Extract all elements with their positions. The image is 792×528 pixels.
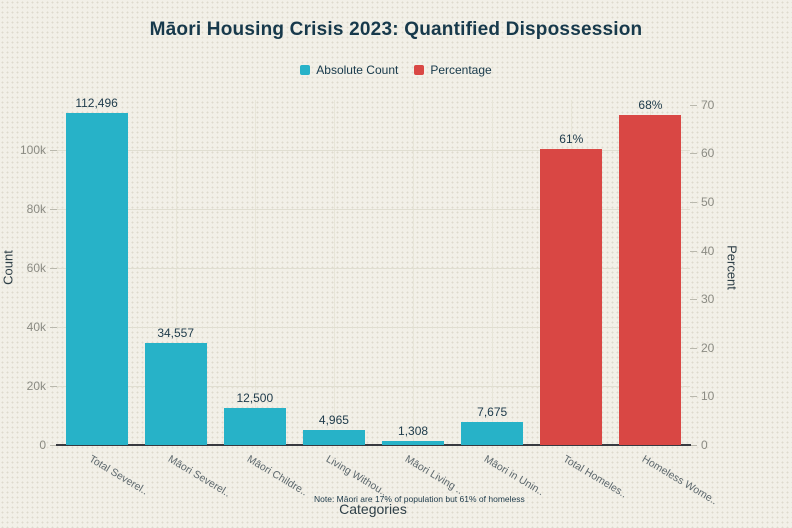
bar	[302, 430, 365, 445]
bar	[619, 114, 682, 445]
bar-value-label: 4,965	[318, 413, 349, 428]
legend-item: Percentage	[414, 63, 492, 77]
right-axis-tick	[690, 153, 697, 155]
right-axis-tick-label: 50	[701, 195, 715, 210]
right-axis-tick	[690, 445, 697, 446]
bar-value-label: 61%	[559, 131, 584, 146]
left-axis-tick	[50, 268, 57, 270]
bar-value-label: 1,308	[398, 424, 429, 439]
x-category-label: Total Homeles..	[561, 453, 630, 501]
legend: Absolute Count Percentage	[0, 63, 792, 77]
legend-label: Absolute Count	[316, 63, 399, 77]
left-axis-tick	[50, 150, 57, 152]
horizontal-gridline	[57, 386, 690, 388]
bar	[223, 408, 286, 445]
horizontal-gridline	[57, 150, 690, 152]
left-axis-tick-label: 20k	[26, 379, 46, 394]
x-category-label: Māori Living ..	[402, 453, 466, 497]
legend-swatch-icon	[300, 65, 311, 75]
x-axis-line	[56, 444, 691, 446]
right-axis-tick-label: 0	[701, 438, 708, 452]
left-axis-tick-label: 40k	[26, 320, 46, 335]
horizontal-gridline	[57, 209, 690, 211]
left-axis-tick	[50, 327, 57, 329]
bar	[65, 113, 128, 445]
chart-note: Note: Māori are 17% of population but 61…	[314, 494, 525, 504]
vertical-gridline	[413, 100, 415, 445]
vertical-gridline	[254, 100, 256, 445]
right-axis-tick	[690, 347, 697, 349]
right-axis-tick-label: 10	[701, 389, 715, 404]
left-axis-tick-label: 60k	[26, 261, 46, 276]
bar	[540, 148, 603, 445]
vertical-gridline	[492, 100, 494, 445]
right-axis-tick-label: 70	[701, 97, 715, 112]
x-category-label: Homeless Wome..	[640, 453, 720, 508]
horizontal-gridline	[57, 327, 690, 329]
right-axis-tick-label: 30	[701, 292, 715, 307]
left-axis-tick-label: 0	[39, 438, 46, 452]
bar	[461, 422, 524, 445]
bar-value-label: 12,500	[236, 391, 274, 406]
right-axis-tick	[690, 250, 697, 252]
left-axis-tick	[50, 445, 57, 446]
x-axis-label: Categories	[339, 501, 407, 517]
left-axis-tick-label: 80k	[26, 202, 46, 217]
x-category-label: Māori Childre..	[244, 453, 310, 499]
x-category-label: Total Severel..	[86, 453, 150, 498]
right-axis-tick	[690, 396, 697, 398]
right-axis-tick-label: 20	[701, 340, 715, 355]
bar	[382, 441, 445, 445]
left-axis-tick	[50, 209, 57, 211]
right-axis-tick	[690, 202, 697, 204]
legend-label: Percentage	[430, 63, 492, 77]
right-axis-tick	[690, 299, 697, 301]
legend-swatch-icon	[414, 65, 425, 75]
bar-value-label: 68%	[638, 97, 663, 112]
bar-value-label: 112,496	[75, 96, 118, 111]
left-axis-tick	[50, 386, 57, 388]
bar	[144, 343, 207, 445]
vertical-gridline	[175, 100, 177, 445]
right-axis-tick-label: 40	[701, 243, 715, 258]
chart-title: Māori Housing Crisis 2023: Quantified Di…	[149, 19, 643, 40]
right-axis-tick	[690, 104, 697, 106]
right-axis-tick-label: 60	[701, 146, 715, 161]
left-axis-tick-label: 100k	[19, 143, 46, 158]
x-category-label: Māori Severel..	[165, 453, 233, 500]
vertical-gridline	[333, 100, 335, 445]
legend-item: Absolute Count	[300, 63, 398, 77]
y-axis-label-right: Percent	[724, 245, 740, 290]
x-category-label: Māori in Unin..	[482, 453, 547, 499]
bar-value-label: 7,675	[477, 405, 508, 420]
bar-value-label: 34,557	[157, 326, 195, 341]
x-category-label: Living Withou..	[323, 453, 389, 499]
horizontal-gridline	[57, 268, 690, 270]
